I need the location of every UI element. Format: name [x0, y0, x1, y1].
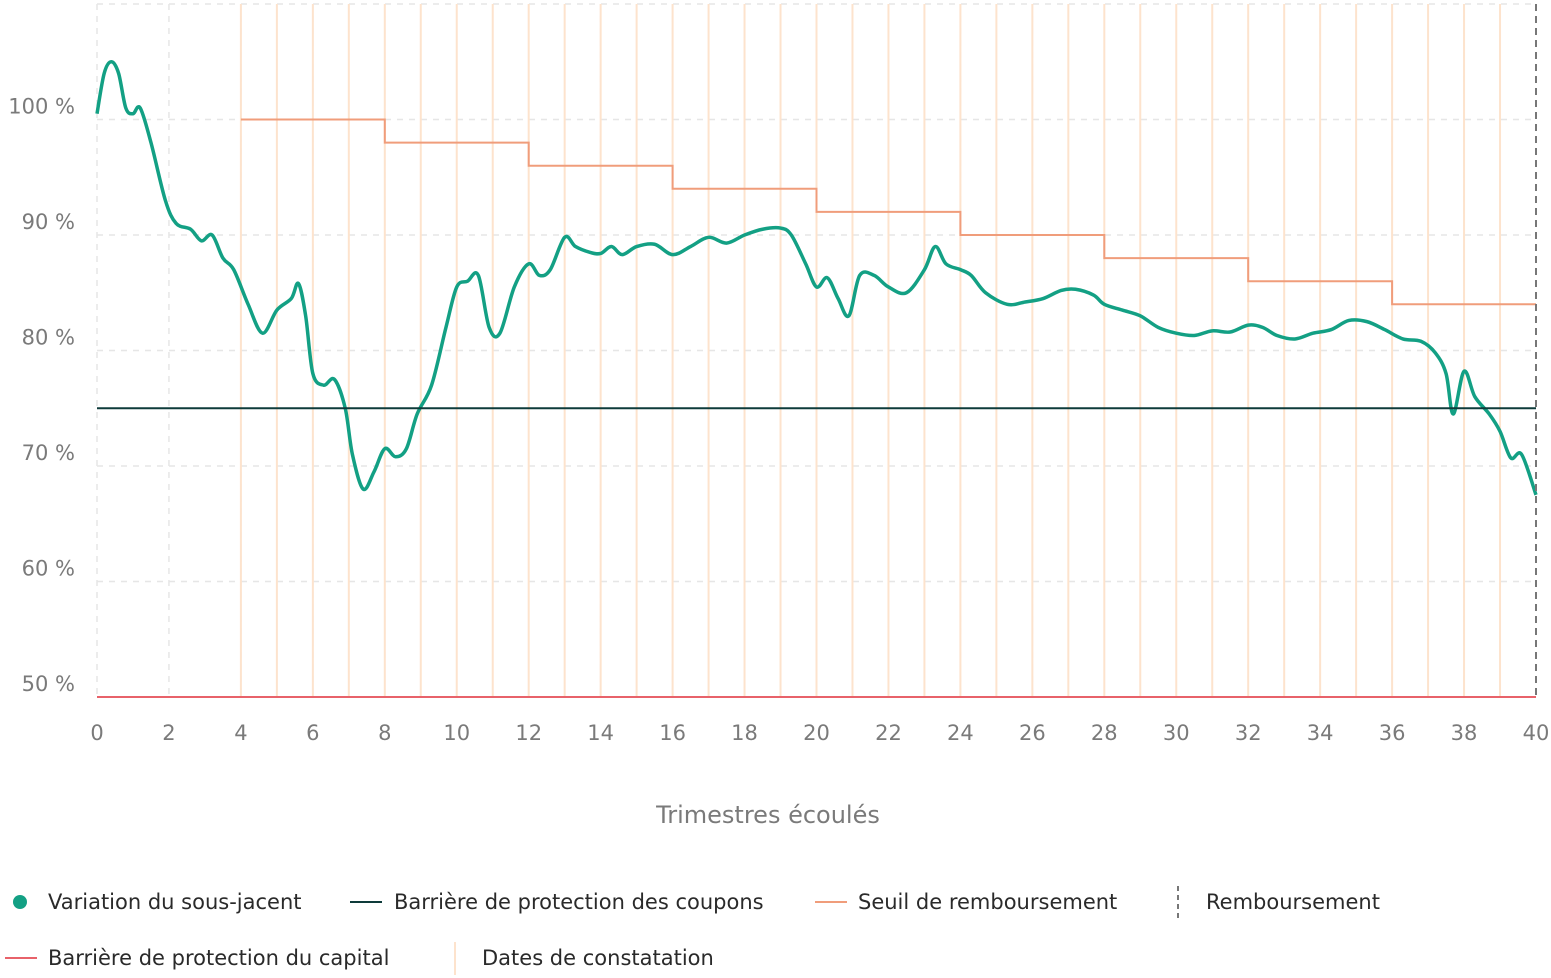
x-tick-label: 18 — [731, 721, 758, 745]
x-tick-label: 8 — [378, 721, 391, 745]
x-tick-label: 34 — [1307, 721, 1334, 745]
axes: 50 %60 %70 %80 %90 %100 %110 %0246810121… — [8, 0, 1549, 745]
y-tick-label: 90 % — [22, 210, 75, 234]
series-line — [95, 59, 1538, 496]
x-tick-label: 6 — [306, 721, 319, 745]
legend-marker — [13, 895, 27, 909]
x-tick-label: 36 — [1379, 721, 1406, 745]
y-tick-label: 80 % — [22, 326, 75, 350]
x-tick-label: 22 — [875, 721, 902, 745]
legend-label: Barrière de protection des coupons — [394, 890, 764, 914]
x-tick-label: 0 — [90, 721, 103, 745]
series-line — [240, 118, 1536, 306]
x-tick-label: 4 — [234, 721, 247, 745]
y-tick-label: 110 % — [8, 0, 75, 3]
x-tick-label: 24 — [947, 721, 974, 745]
x-tick-label: 16 — [659, 721, 686, 745]
x-tick-label: 20 — [803, 721, 830, 745]
y-tick-label: 100 % — [8, 95, 75, 119]
x-tick-label: 26 — [1019, 721, 1046, 745]
legend-label: Dates de constatation — [482, 946, 714, 970]
legend-label: Barrière de protection du capital — [48, 946, 389, 970]
plot — [95, 4, 1538, 698]
x-tick-label: 2 — [162, 721, 175, 745]
x-tick-label: 12 — [515, 721, 542, 745]
x-tick-label: 32 — [1235, 721, 1262, 745]
legend-label: Variation du sous-jacent — [48, 890, 302, 914]
x-tick-label: 30 — [1163, 721, 1190, 745]
x-tick-label: 10 — [443, 721, 470, 745]
y-tick-label: 50 % — [22, 672, 75, 696]
legend-label: Seuil de remboursement — [858, 890, 1117, 914]
x-tick-label: 28 — [1091, 721, 1118, 745]
y-tick-label: 70 % — [22, 441, 75, 465]
x-tick-label: 38 — [1451, 721, 1478, 745]
legend: Variation du sous-jacent Barrière de pro… — [5, 886, 1380, 975]
x-tick-label: 40 — [1523, 721, 1550, 745]
legend-label: Remboursement — [1206, 890, 1380, 914]
x-tick-label: 14 — [587, 721, 614, 745]
x-axis-label: Trimestres écoulés — [655, 801, 880, 829]
y-tick-label: 60 % — [22, 557, 75, 581]
